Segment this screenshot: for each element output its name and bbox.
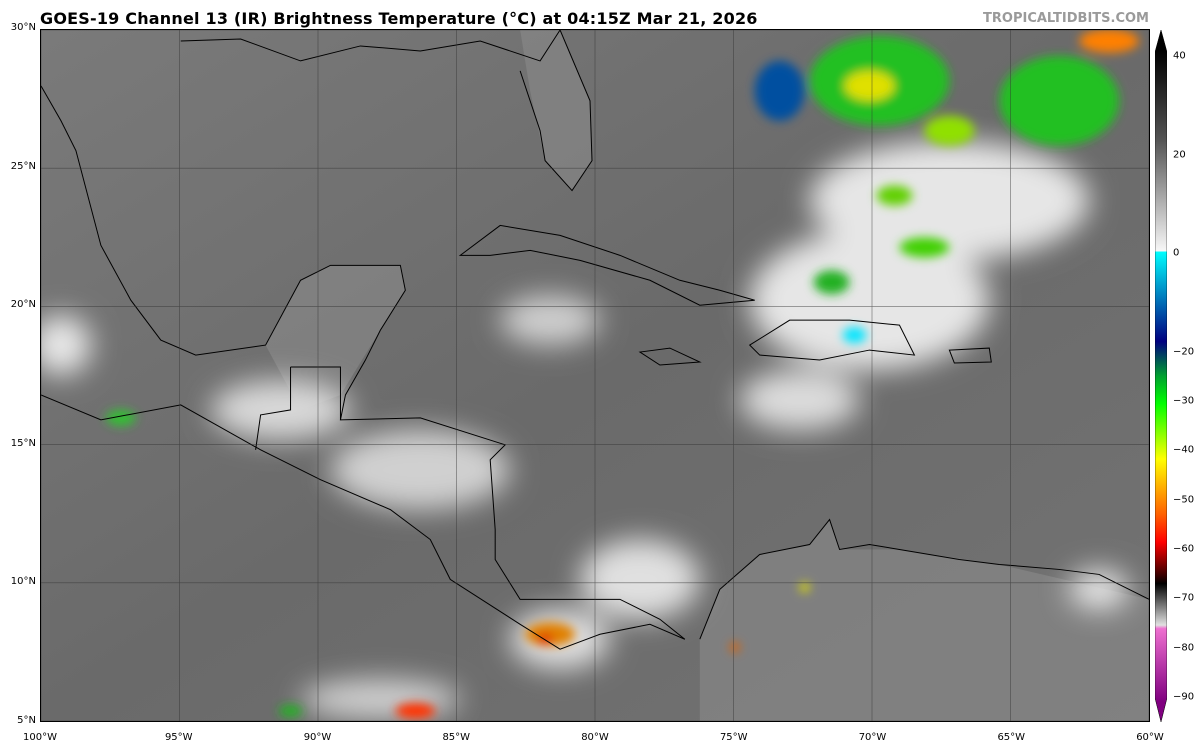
graticule xyxy=(41,30,1149,721)
latitude-label: 10°N xyxy=(10,576,36,588)
longitude-label: 75°W xyxy=(719,732,748,743)
map-title: GOES-19 Channel 13 (IR) Brightness Tempe… xyxy=(40,9,758,28)
longitude-label: 100°W xyxy=(23,732,57,743)
colorbar-tick-label: −70 xyxy=(1173,592,1195,604)
colorbar xyxy=(1155,30,1167,722)
longitude-label: 95°W xyxy=(164,732,193,743)
brand-watermark: TROPICALTIDBITS.COM xyxy=(983,11,1149,26)
deep-convection xyxy=(105,30,1140,720)
longitude-label: 85°W xyxy=(442,732,471,743)
longitude-label: 65°W xyxy=(997,732,1026,743)
latitude-label: 30°N xyxy=(10,22,36,33)
colorbar-tick-label: −80 xyxy=(1173,642,1195,654)
colorbar-tick-label: −20 xyxy=(1173,346,1195,358)
colorbar-tick-label: −50 xyxy=(1173,494,1195,506)
longitude-label: 90°W xyxy=(303,732,332,743)
land-shading xyxy=(265,30,1149,721)
cloud-cover xyxy=(41,140,1130,720)
longitude-label: 60°W xyxy=(1136,732,1164,743)
longitude-label: 70°W xyxy=(858,732,887,743)
colorbar-tick-label: −40 xyxy=(1173,444,1195,456)
satellite-map xyxy=(40,29,1150,722)
latitude-label: 5°N xyxy=(17,715,36,726)
latitude-label: 25°N xyxy=(10,160,36,172)
longitude-label: 80°W xyxy=(581,732,609,743)
latitude-label: 20°N xyxy=(10,299,36,311)
colorbar-tick-label: 0 xyxy=(1173,247,1180,259)
coastlines xyxy=(41,30,1149,650)
colorbar-tick-label: −30 xyxy=(1173,395,1195,407)
latitude-label: 15°N xyxy=(10,437,36,449)
colorbar-tick-label: 20 xyxy=(1173,149,1186,161)
colorbar-tick-label: −60 xyxy=(1173,543,1195,555)
colorbar-tick-label: 40 xyxy=(1173,50,1186,62)
colorbar-tick-label: −90 xyxy=(1173,691,1195,703)
